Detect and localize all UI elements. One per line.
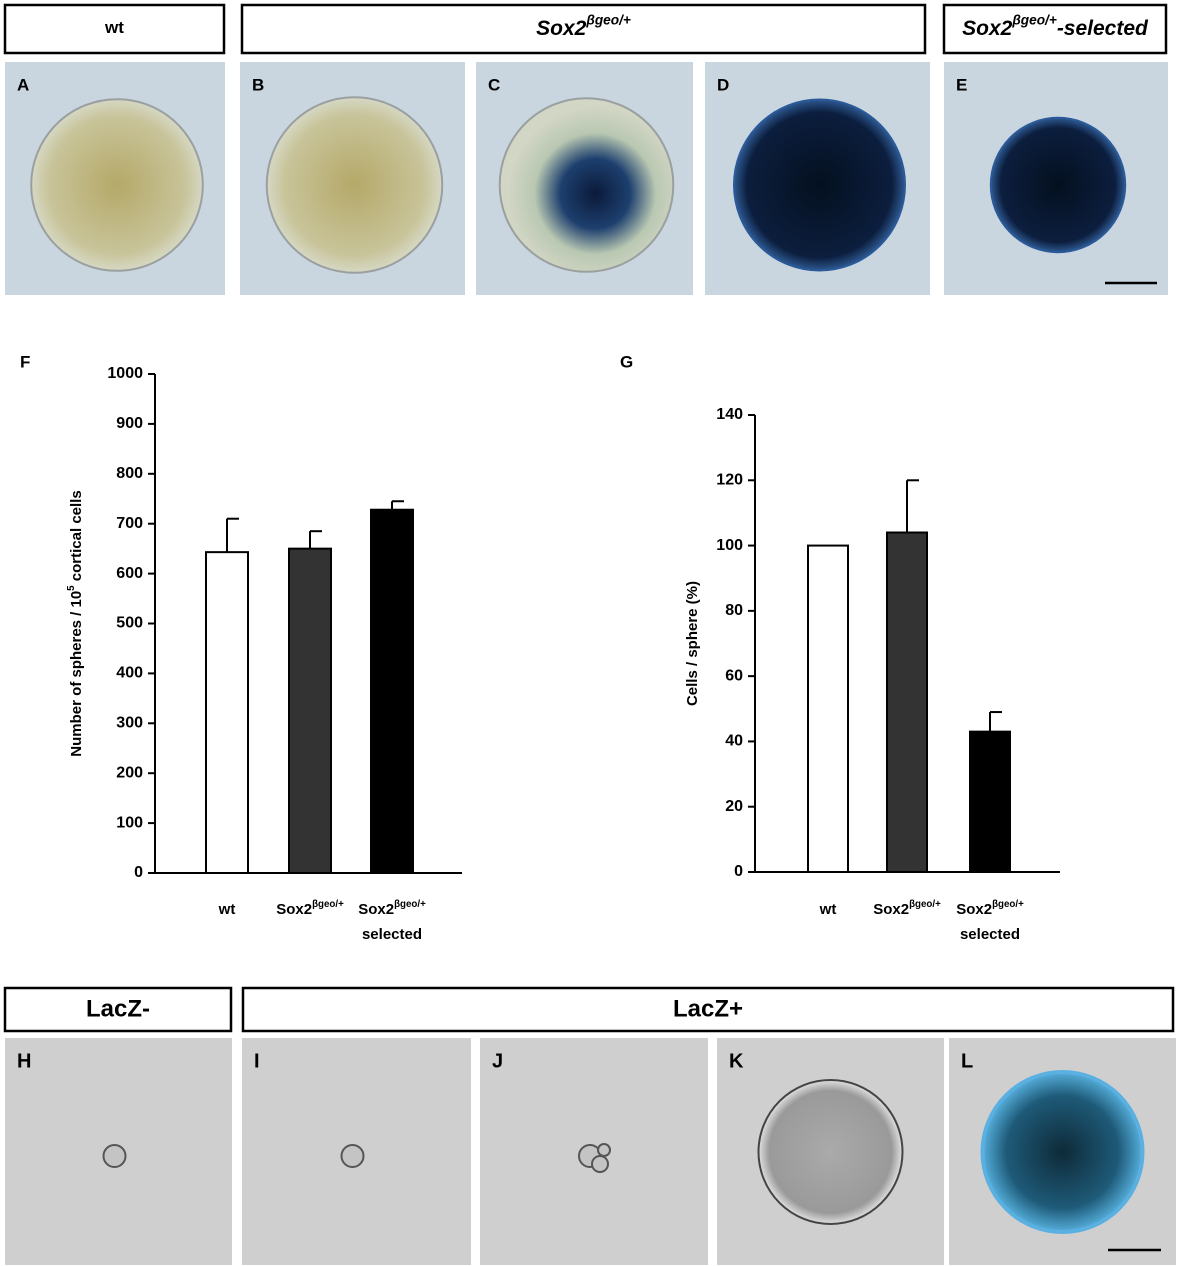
panel-letter: A xyxy=(17,75,29,94)
cell xyxy=(591,1155,609,1173)
cell xyxy=(102,1144,127,1168)
y-tick-label: 1000 xyxy=(107,365,143,382)
x-tick-label-line2: selected xyxy=(960,926,1020,943)
y-tick-label: 120 xyxy=(716,472,743,489)
header-box xyxy=(942,3,1168,55)
x-tick-label: Sox2βgeo/+ xyxy=(358,899,426,918)
header-box xyxy=(240,3,927,55)
y-tick-label: 140 xyxy=(716,406,743,423)
x-tick-label: wt xyxy=(819,901,837,918)
header-text-part: Sox2 xyxy=(962,17,1013,40)
panel-letter: I xyxy=(254,1050,260,1072)
bar xyxy=(288,547,332,875)
y-tick-label: 40 xyxy=(725,733,743,750)
x-tick-label: Sox2βgeo/+ xyxy=(276,899,344,918)
panel-letter: D xyxy=(717,75,729,94)
cell xyxy=(597,1143,611,1157)
header-text-part: wt xyxy=(104,18,124,37)
header-box xyxy=(241,986,1175,1033)
header-text: Sox2βgeo/+-selected xyxy=(962,12,1149,39)
x-tick-label-part: βgeo/+ xyxy=(992,899,1024,910)
x-tick-label-part: Sox2 xyxy=(956,901,992,918)
sphere xyxy=(30,98,204,272)
y-tick-label: 60 xyxy=(725,667,743,684)
y-tick-label: 0 xyxy=(734,863,743,880)
x-tick-label-part: βgeo/+ xyxy=(394,899,426,910)
y-tick-label: 800 xyxy=(116,465,143,482)
y-axis-label-part: Cells / sphere (%) xyxy=(684,581,701,706)
sphere xyxy=(980,1070,1145,1234)
header-text: LacZ+ xyxy=(673,995,743,1022)
y-tick-label: 100 xyxy=(716,537,743,554)
y-tick-label: 300 xyxy=(116,715,143,732)
y-axis-label-part: cortical cells xyxy=(68,490,85,585)
panel-letter: G xyxy=(620,352,633,371)
panel-letter: E xyxy=(956,75,967,94)
panel-letter: C xyxy=(488,75,500,94)
sphere xyxy=(733,98,906,272)
sphere xyxy=(498,97,675,273)
header-text-part: Sox2 xyxy=(536,17,587,40)
x-tick-label: Sox2βgeo/+ xyxy=(873,899,941,918)
x-tick-label-line2: selected xyxy=(362,926,422,943)
panel-letter: K xyxy=(729,1050,744,1072)
bar xyxy=(886,531,928,873)
bar xyxy=(205,551,249,874)
y-axis-label-part: 5 xyxy=(66,585,77,591)
header-box xyxy=(3,986,233,1033)
x-tick-label-part: wt xyxy=(819,901,837,918)
y-tick-label: 500 xyxy=(116,615,143,632)
x-tick-label-part: Sox2 xyxy=(873,901,909,918)
panel-letter: H xyxy=(17,1050,31,1072)
x-tick-label: wt xyxy=(218,901,236,918)
bar xyxy=(370,508,414,874)
x-tick-label-part: Sox2 xyxy=(276,901,312,918)
x-tick-label-part: βgeo/+ xyxy=(312,899,344,910)
y-tick-label: 100 xyxy=(116,814,143,831)
sphere xyxy=(989,116,1127,254)
y-tick-label: 900 xyxy=(116,415,143,432)
cell xyxy=(340,1144,365,1168)
panel-letter: L xyxy=(961,1050,973,1072)
header-text-part: βgeo/+ xyxy=(585,12,631,27)
panel-letter: B xyxy=(252,75,264,94)
y-tick-label: 200 xyxy=(116,764,143,781)
header-text: Sox2βgeo/+ xyxy=(536,12,631,39)
header-box xyxy=(3,3,226,55)
y-axis-label: Cells / sphere (%) xyxy=(684,581,701,706)
x-tick-label-part: βgeo/+ xyxy=(909,899,941,910)
y-tick-label: 400 xyxy=(116,665,143,682)
header-text: wt xyxy=(104,18,124,37)
x-tick-label: Sox2βgeo/+ xyxy=(956,899,1024,918)
bar xyxy=(969,730,1011,874)
y-tick-label: 0 xyxy=(134,864,143,881)
y-axis-label: Number of spheres / 105 cortical cells xyxy=(66,490,85,756)
header-text-part: -selected xyxy=(1057,17,1149,40)
header-text: LacZ- xyxy=(86,995,150,1022)
y-tick-label: 20 xyxy=(725,798,743,815)
panel-letter: J xyxy=(492,1050,503,1072)
bar xyxy=(807,544,849,873)
sphere xyxy=(757,1079,904,1225)
y-axis-label-part: Number of spheres / 10 xyxy=(68,591,85,757)
header-text-part: βgeo/+ xyxy=(1011,12,1057,27)
x-tick-label-part: wt xyxy=(218,901,236,918)
x-tick-label-part: Sox2 xyxy=(358,901,394,918)
y-tick-label: 80 xyxy=(725,602,743,619)
y-tick-label: 600 xyxy=(116,565,143,582)
sphere xyxy=(265,96,444,274)
panel-letter: F xyxy=(20,352,30,371)
y-tick-label: 700 xyxy=(116,515,143,532)
